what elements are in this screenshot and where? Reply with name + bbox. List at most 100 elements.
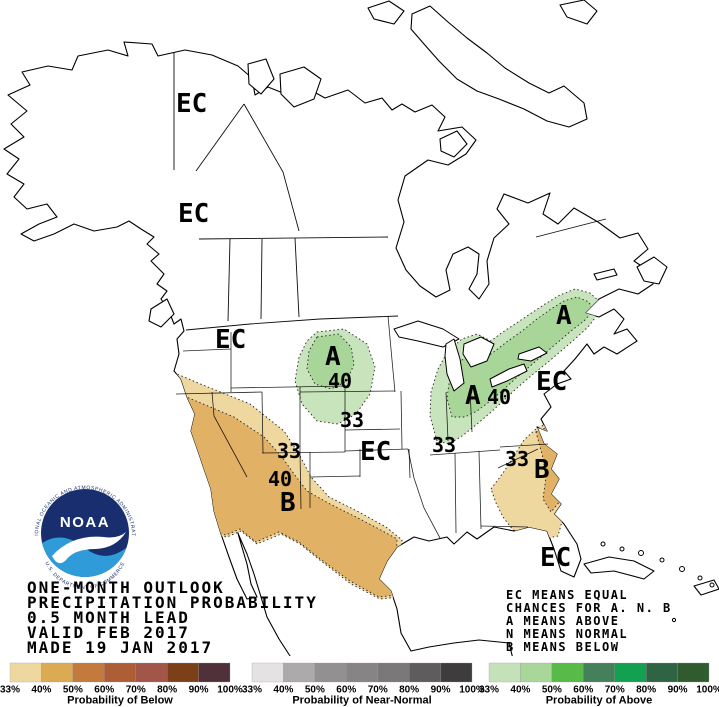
devon-island [559,0,598,25]
hispaniola [693,579,719,596]
colorbar-tick: 33% [0,685,20,696]
colorbar-tick: 100% [459,685,485,696]
map-label-a: A [556,301,572,331]
map-label-33: 33 [340,408,364,432]
colorbar-segment [41,662,74,683]
colorbar-segment [408,662,441,683]
vancouver-island [148,298,175,328]
colorbar-segment [645,662,678,683]
colorbar-tick: 33% [479,685,499,696]
map-label-ec: EC [176,89,207,119]
map-label-ec: EC [540,543,571,573]
map-label-a: A [325,342,341,372]
colorbar-segment [583,662,615,683]
banks-island [247,58,275,95]
lake-huron [462,336,495,368]
colorbar-segment [677,662,710,683]
colorbar-caption: Probability of Near-Normal [292,695,431,707]
legend-line: B MEANS BELOW [506,640,619,654]
colorbar-caption: Probability of Above [546,695,653,707]
title-line: ONE-MONTH OUTLOOK [27,578,225,597]
map-label-ec: EC [360,437,391,467]
colorbar-tick: 50% [542,685,562,696]
colorbar-tick: 60% [336,685,356,696]
colorbar-tick: 40% [273,685,293,696]
colorbar-tick: 80% [636,685,656,696]
colorbar-segment [520,662,553,683]
map-label-33: 33 [277,439,301,463]
colorbar-tick: 100% [217,685,243,696]
colorbar-tick: 70% [605,685,625,696]
ellesmere-island [367,0,405,25]
anticosti-island [593,268,618,281]
colorbar-segment [614,662,647,683]
southampton-island [439,130,468,158]
colorbar-tick: 90% [189,685,209,696]
colorbar-tick: 70% [126,685,146,696]
map-label-40: 40 [268,467,292,491]
lake-erie [489,363,528,388]
colorbar-2: 33% 40% 50% 60% 70% 80% 90% 100% Probability of … [479,662,719,707]
map-label-ec: EC [536,367,567,397]
logo-noaa-text: NOAA [60,514,110,531]
colorbar-tick: 80% [399,685,419,696]
colorbar-segment [346,662,378,683]
colorbar-segment [72,662,105,683]
legend-line: EC MEANS EQUAL [506,588,628,602]
title-line: MADE 19 JAN 2017 [27,638,213,657]
title-line: 0.5 MONTH LEAD [27,608,190,627]
legend-line: CHANCES FOR A. N. B [506,601,672,615]
colorbar-segment [377,662,410,683]
region-plains-above-40 [306,333,355,390]
great-lakes [393,320,548,392]
map-label-b: B [280,488,296,518]
colorbar-tick: 33% [242,685,262,696]
legend-line: N MEANS NORMAL [506,627,628,641]
lake-ontario [517,346,548,362]
colorbar-segment [314,662,347,683]
colorbar-segment [551,662,584,683]
title-line: PRECIPITATION PROBABILITY [27,593,318,612]
colorbar-segment [440,662,473,683]
map-label-b: B [534,455,550,485]
colorbar-tick: 60% [573,685,593,696]
colorbar-tick: 70% [368,685,388,696]
colorbar-segment [9,662,42,683]
islands [148,0,719,623]
colorbar-tick: 80% [157,685,177,696]
map-label-ec: EC [178,199,209,229]
colorbar-caption: Probability of Below [67,695,173,707]
map-label-33: 33 [505,447,529,471]
colorbar-segment [251,662,284,683]
colorbar-segment [283,662,316,683]
colorbar-1: 33% 40% 50% 60% 70% 80% 90% 100% Probability of … [242,662,485,707]
colorbar-segment [104,662,136,683]
colorbar-tick: 90% [668,685,688,696]
state-borders [175,315,549,539]
colorbars: 33% 40% 50% 60% 70% 80% 90% 100% Probability of … [0,662,719,707]
cuba [583,556,655,580]
map-label-33: 33 [432,433,456,457]
colorbar-tick: 90% [431,685,451,696]
colorbar-segment [198,662,231,683]
colorbar-tick: 50% [63,685,83,696]
lake-michigan [444,338,465,392]
colorbar-0: 33% 40% 50% 60% 70% 80% 90% 100% Probability of … [0,662,243,707]
bahamas [600,541,715,623]
baffin-island [410,5,588,128]
seagull-icon [52,532,126,564]
map-label-a: A [465,381,481,411]
map-label-40: 40 [328,369,352,393]
map-label-ec: EC [215,325,246,355]
title-line: VALID FEB 2017 [27,623,190,642]
legend-line: A MEANS ABOVE [506,614,619,628]
victoria-island [279,66,322,108]
colorbar-tick: 40% [31,685,51,696]
colorbar-segment [135,662,168,683]
colorbar-tick: 40% [510,685,530,696]
